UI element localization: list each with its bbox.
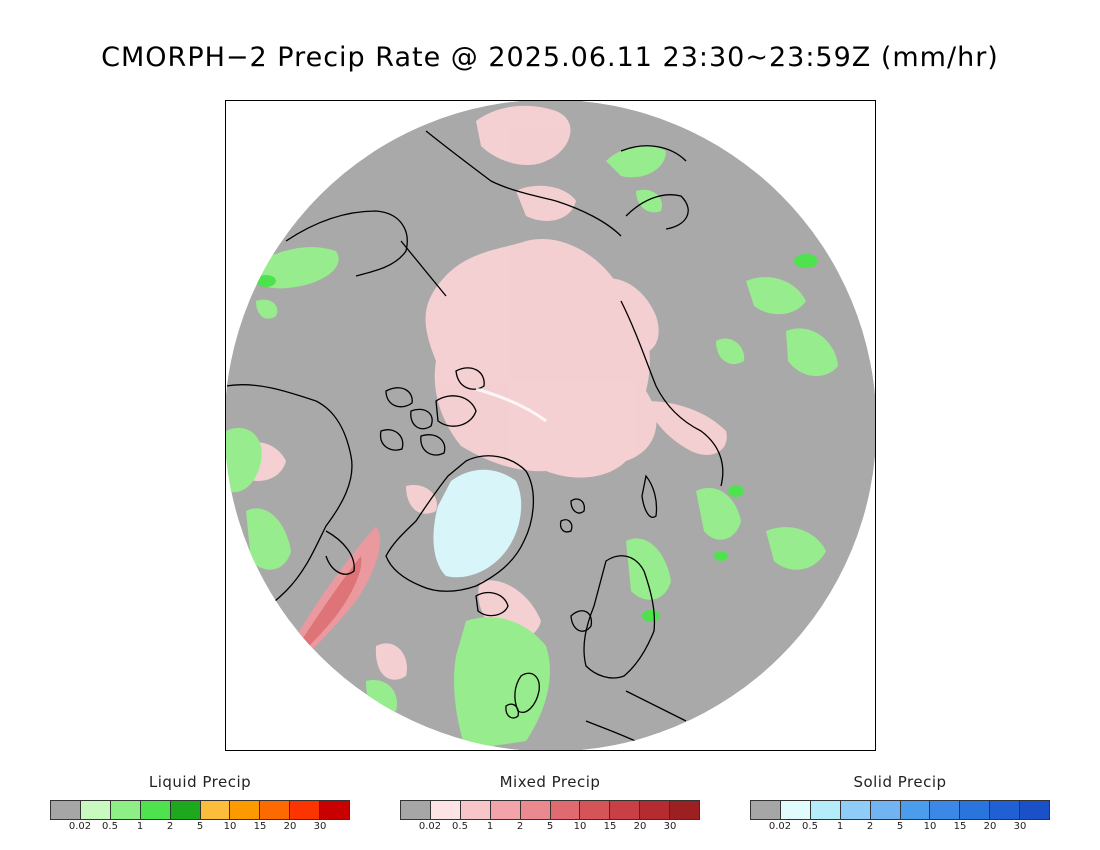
legend-swatch (670, 801, 700, 819)
legend-title: Solid Precip (853, 773, 947, 791)
legend-tick-label: 2 (166, 821, 174, 832)
color-bar (50, 800, 350, 820)
legend-tick-label: 0.5 (452, 821, 468, 832)
legend-tick-label: 10 (223, 821, 237, 832)
legend-swatch (401, 801, 431, 819)
legend-swatch (751, 801, 781, 819)
legend-swatch (990, 801, 1021, 819)
legend-swatch (110, 801, 141, 819)
legend-swatch (230, 801, 261, 819)
legend-tick-label: 20 (983, 821, 997, 832)
legend-tick-label: 15 (603, 821, 617, 832)
legend-swatch (580, 801, 611, 819)
legend-swatch (960, 801, 991, 819)
legend-tick-label: 30 (1013, 821, 1027, 832)
legend-tick-label: 5 (546, 821, 554, 832)
map-title: CMORPH−2 Precip Rate @ 2025.06.11 23:30~… (101, 42, 999, 73)
legend-swatch (460, 801, 491, 819)
legend-swatch (1020, 801, 1050, 819)
liquid-precip-cells (256, 254, 818, 622)
tick-labels: 0.02 0.5 1 2 5 10 15 20 30 (750, 821, 1050, 835)
mixed-precip-heavy-band (291, 526, 380, 661)
polar-precip-map (226, 101, 875, 750)
legend-swatch (260, 801, 291, 819)
legend-swatch (870, 801, 901, 819)
legend-swatch (170, 801, 201, 819)
legend-tick-label: 30 (663, 821, 677, 832)
tick-labels: 0.02 0.5 1 2 5 10 15 20 30 (50, 821, 350, 835)
legend-liquid-precip: Liquid Precip 0.02 0.5 1 2 5 10 15 20 30 (50, 772, 350, 835)
legend-tick-label: 15 (953, 821, 967, 832)
polar-streaks (475, 387, 547, 423)
legend-tick-label: 2 (516, 821, 524, 832)
legend-tick-label: 15 (253, 821, 267, 832)
legend-tick-label: 30 (313, 821, 327, 832)
legend-solid-precip: Solid Precip 0.02 0.5 1 2 5 10 15 20 30 (750, 772, 1050, 835)
legend-swatch (840, 801, 871, 819)
tick-labels: 0.02 0.5 1 2 5 10 15 20 30 (400, 821, 700, 835)
legend-swatch (640, 801, 671, 819)
legend-swatch (810, 801, 841, 819)
legend-tick-label: 5 (896, 821, 904, 832)
color-bar (750, 800, 1050, 820)
legend-tick-label: 0.02 (768, 821, 792, 832)
legend-tick-label: 1 (836, 821, 844, 832)
legend-swatch (490, 801, 521, 819)
legend-tick-label: 1 (136, 821, 144, 832)
legend-swatch (780, 801, 811, 819)
legend-swatch (900, 801, 931, 819)
legend-tick-label: 0.02 (68, 821, 92, 832)
legend-tick-label: 0.5 (102, 821, 118, 832)
mixed-precip-regions (236, 105, 727, 680)
legend-swatch (51, 801, 81, 819)
legend-tick-label: 10 (573, 821, 587, 832)
map-frame (225, 100, 876, 751)
legend-title: Liquid Precip (148, 773, 252, 791)
legend-title: Mixed Precip (499, 773, 601, 791)
legend-swatch (290, 801, 321, 819)
color-bar (400, 800, 700, 820)
solid-precip-regions (433, 469, 522, 578)
legend-swatch (930, 801, 961, 819)
liquid-precip-regions (226, 145, 838, 750)
legend-tick-label: 10 (923, 821, 937, 832)
legend-tick-label: 1 (486, 821, 494, 832)
legend-tick-label: 0.5 (802, 821, 818, 832)
legend-swatch (140, 801, 171, 819)
legend-swatch (430, 801, 461, 819)
legend-swatch (200, 801, 231, 819)
legend-mixed-precip: Mixed Precip 0.02 0.5 1 2 5 10 15 20 30 (400, 772, 700, 835)
legend-swatch (610, 801, 641, 819)
legend-swatch (550, 801, 581, 819)
legend-tick-label: 20 (633, 821, 647, 832)
legend-tick-label: 0.02 (418, 821, 442, 832)
legend-swatch (520, 801, 551, 819)
legend-swatch (320, 801, 350, 819)
legend-tick-label: 2 (866, 821, 874, 832)
legend-swatch (80, 801, 111, 819)
legend-tick-label: 20 (283, 821, 297, 832)
legend-tick-label: 5 (196, 821, 204, 832)
